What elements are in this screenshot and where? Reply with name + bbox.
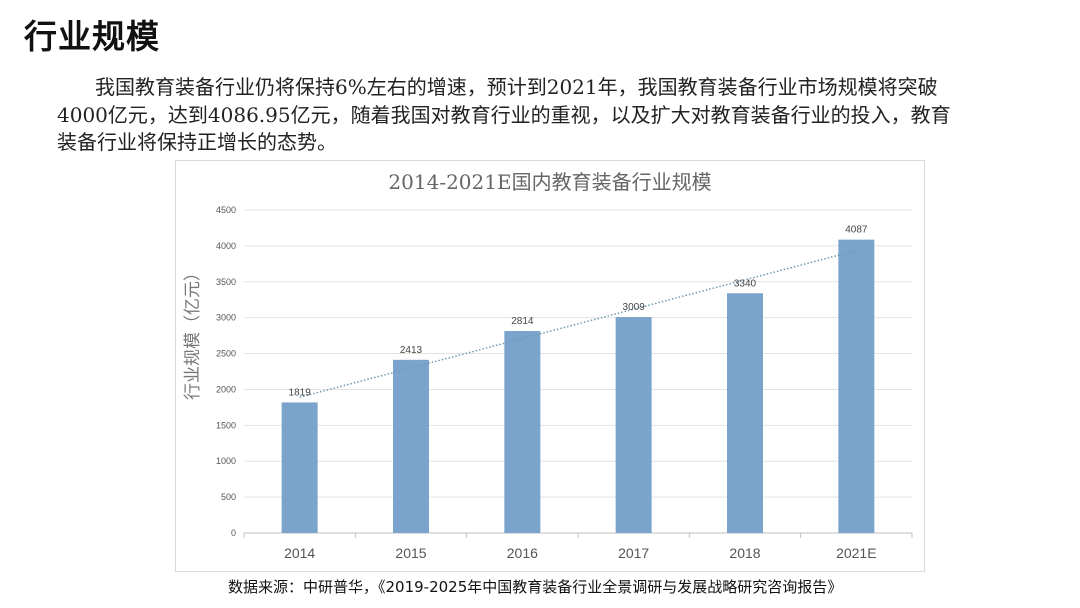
y-tick-label: 2000 (216, 384, 236, 394)
chart-frame (175, 160, 925, 572)
x-tick-label: 2017 (618, 545, 649, 561)
x-tick-label: 2015 (395, 545, 426, 561)
bar (281, 402, 318, 533)
y-tick-label: 1000 (216, 456, 236, 466)
data-label: 3340 (734, 278, 757, 289)
y-tick-label: 2500 (216, 349, 236, 359)
x-tick-label: 2014 (284, 545, 315, 561)
data-label: 2413 (400, 345, 423, 356)
chart-title: 2014-2021E国内教育装备行业规模 (388, 170, 711, 194)
data-label: 1819 (289, 387, 312, 398)
bar (838, 239, 875, 533)
bar (393, 359, 429, 533)
y-tick-label: 3500 (216, 277, 236, 287)
intro-paragraph: 我国教育装备行业仍将保持6%左右的增速，预计到2021年，我国教育装备行业市场规… (57, 75, 951, 154)
y-tick-label: 3000 (216, 313, 236, 323)
data-label: 2814 (511, 316, 534, 327)
x-tick-label: 2016 (507, 545, 538, 561)
page-heading: 行业规模 (24, 17, 160, 56)
y-axis-label: 行业规模（亿元） (183, 264, 202, 400)
bar (727, 293, 763, 533)
data-source-note: 数据来源：中研普华，《2019-2025年中国教育装备行业全景调研与发展战略研究… (228, 578, 843, 596)
y-tick-label: 4500 (216, 205, 236, 215)
bar (615, 317, 652, 533)
x-tick-label: 2018 (729, 545, 760, 561)
y-tick-label: 4000 (216, 241, 236, 251)
trendline (299, 249, 857, 398)
x-tick-label: 2021E (836, 545, 876, 561)
y-tick-label: 500 (221, 492, 236, 502)
data-label: 3009 (623, 302, 646, 313)
y-tick-label: 1500 (216, 420, 236, 430)
bar (504, 331, 541, 533)
y-tick-label: 0 (231, 528, 236, 538)
data-label: 4087 (845, 225, 868, 236)
